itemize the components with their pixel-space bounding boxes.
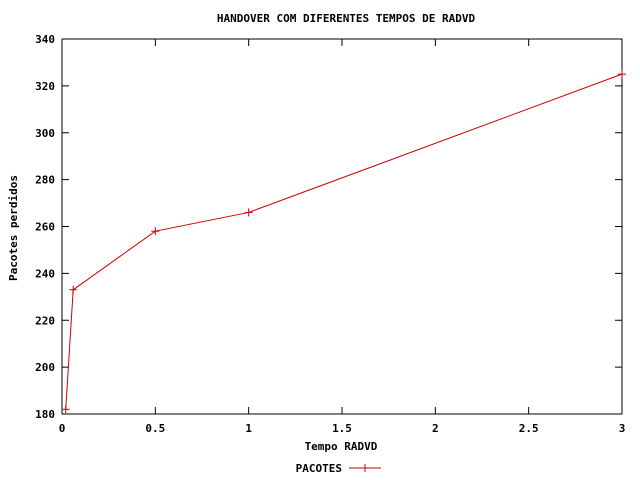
chart-title: HANDOVER COM DIFERENTES TEMPOS DE RADVD <box>217 12 476 25</box>
data-point <box>151 227 160 236</box>
y-axis: 180 200 220 240 260 280 300 320 340 <box>35 33 622 421</box>
y-tick-label: 240 <box>35 267 55 280</box>
data-point <box>618 70 626 79</box>
y-tick-label: 220 <box>35 314 55 327</box>
series-layer <box>61 70 626 414</box>
y-axis-label: Pacotes perdidos <box>7 175 20 281</box>
y-tick-label: 260 <box>35 221 55 234</box>
x-tick-label: 1 <box>245 422 252 435</box>
legend: PACOTES <box>296 462 381 475</box>
x-axis-label: Tempo RADVD <box>305 440 378 453</box>
y-tick-label: 320 <box>35 80 55 93</box>
legend-marker <box>361 464 369 472</box>
x-tick-label: 1.5 <box>332 422 352 435</box>
series-line <box>65 73 623 410</box>
data-point <box>69 285 78 294</box>
y-tick-label: 180 <box>35 408 55 421</box>
y-tick-label: 340 <box>35 33 55 46</box>
data-point <box>244 208 253 217</box>
y-tick-label: 280 <box>35 174 55 187</box>
y-tick-label: 300 <box>35 127 55 140</box>
x-axis: 0 0.5 1 1.5 2 2.5 3 <box>59 39 626 435</box>
x-tick-label: 0.5 <box>145 422 165 435</box>
legend-marker-plus <box>361 464 369 472</box>
data-point <box>61 405 70 414</box>
y-tick-label: 200 <box>35 361 55 374</box>
x-tick-label: 3 <box>619 422 626 435</box>
plot-border <box>61 38 623 415</box>
x-tick-label: 2 <box>432 422 439 435</box>
plot-area <box>61 38 623 415</box>
legend-label: PACOTES <box>296 462 342 475</box>
x-tick-label: 2.5 <box>519 422 539 435</box>
x-tick-label: 0 <box>59 422 66 435</box>
